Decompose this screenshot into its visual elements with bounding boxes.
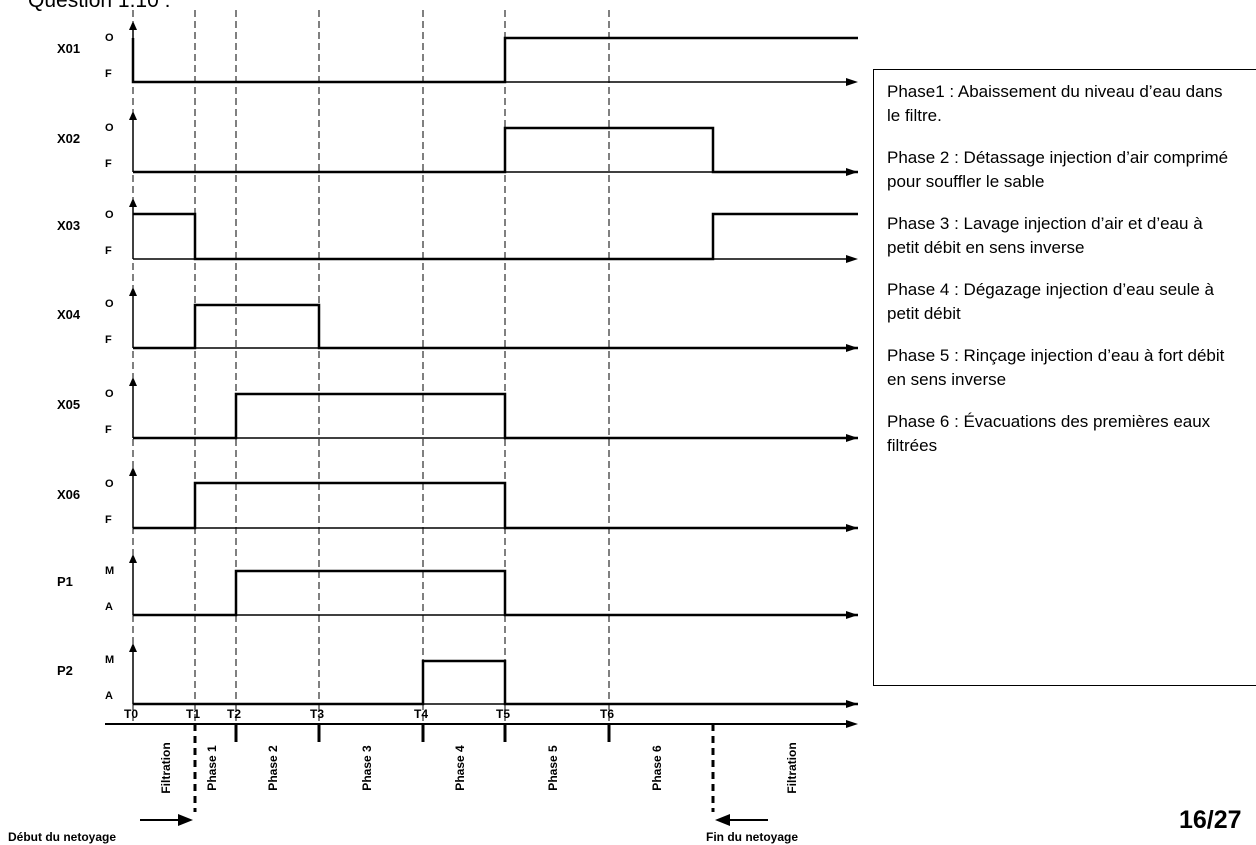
phase-4-description: Phase 4 : Dégazage injection d’eau seule… — [887, 280, 1215, 323]
low-level-label-p2: A — [105, 690, 113, 702]
signal-label-x02: X02 — [57, 131, 80, 146]
high-level-label-x06: O — [105, 478, 114, 490]
low-level-label-x03: F — [105, 245, 112, 257]
waveform-x01 — [131, 36, 858, 84]
low-level-label-x06: F — [105, 514, 112, 526]
phase-label-4: Phase 3 — [360, 745, 374, 791]
page-number: 16/27 — [1179, 806, 1242, 834]
time-mark-t2: T2 — [227, 707, 241, 721]
time-mark-t1: T1 — [186, 707, 200, 721]
time-mark-t3: T3 — [310, 707, 324, 721]
waveform-p2 — [133, 659, 858, 706]
signal-label-x03: X03 — [57, 218, 80, 233]
phase-5-description: Phase 5 : Rinçage injection d’eau à fort… — [887, 346, 1225, 389]
low-level-label-x01: F — [105, 68, 112, 80]
y-axis-arrow-x06 — [129, 467, 137, 476]
waveform-x06 — [133, 481, 858, 530]
phase-description-box: Phase1 : Abaissement du niveau d’eau dan… — [873, 69, 1256, 686]
low-level-label-x02: F — [105, 158, 112, 170]
signal-label-x05: X05 — [57, 397, 80, 412]
signal-label-x06: X06 — [57, 487, 80, 502]
high-level-label-p1: M — [105, 565, 114, 577]
phase-label-5: Phase 4 — [453, 745, 467, 791]
end-label: Fin du netoyage — [706, 830, 798, 844]
high-level-label-x03: O — [105, 209, 114, 221]
waveform-x04 — [133, 303, 858, 350]
start-label: Début du netoyage — [8, 830, 116, 844]
waveform-p1 — [133, 569, 858, 617]
phase-6-description: Phase 6 : Évacuations des premières eaux… — [887, 412, 1211, 455]
time-mark-t4: T4 — [414, 707, 428, 721]
signal-label-x04: X04 — [57, 307, 81, 322]
signal-label-x01: X01 — [57, 41, 80, 56]
time-mark-t0: T0 — [124, 707, 138, 721]
waveform-x03 — [133, 212, 858, 261]
phase-label-6: Phase 5 — [546, 745, 560, 791]
waveform-x02 — [133, 126, 858, 174]
x-axis-arrow-x01 — [846, 78, 858, 86]
low-level-label-x05: F — [105, 424, 112, 436]
signal-label-p2: P2 — [57, 663, 73, 678]
y-axis-arrow-p2 — [129, 643, 137, 652]
high-level-label-x04: O — [105, 298, 114, 310]
high-level-label-x05: O — [105, 388, 114, 400]
time-mark-t5: T5 — [496, 707, 510, 721]
phase-label-3: Phase 2 — [266, 745, 280, 791]
high-level-label-x01: O — [105, 32, 114, 44]
phase-label-8: Filtration — [785, 742, 799, 793]
waveform-x05 — [133, 392, 858, 440]
high-level-label-p2: M — [105, 654, 114, 666]
phase-label-7: Phase 6 — [650, 745, 664, 791]
low-level-label-x04: F — [105, 334, 112, 346]
phase-label-2: Phase 1 — [205, 745, 219, 791]
phase-label-1: Filtration — [159, 742, 173, 793]
y-axis-arrow-p1 — [129, 554, 137, 563]
y-axis-arrow-x05 — [129, 377, 137, 386]
phase-1-description: Phase1 : Abaissement du niveau d’eau dan… — [887, 82, 1223, 125]
question-header: Question 1.10 : — [28, 0, 171, 12]
time-axis-arrow — [846, 720, 858, 728]
time-mark-t6: T6 — [600, 707, 614, 721]
x-axis-arrow-x03 — [846, 255, 858, 263]
start-arrow-head — [178, 814, 193, 826]
high-level-label-x02: O — [105, 122, 114, 134]
phase-3-description: Phase 3 : Lavage injection d’air et d’ea… — [887, 214, 1203, 257]
end-arrow-head — [715, 814, 730, 826]
phase-2-description: Phase 2 : Détassage injection d’air comp… — [887, 148, 1229, 191]
signal-label-p1: P1 — [57, 574, 73, 589]
timing-diagram: X01 O F X02 O F X03 O F X04 O F X05 O F X06 O F P1 M A P2 M A T0… — [8, 10, 858, 844]
low-level-label-p1: A — [105, 601, 113, 613]
